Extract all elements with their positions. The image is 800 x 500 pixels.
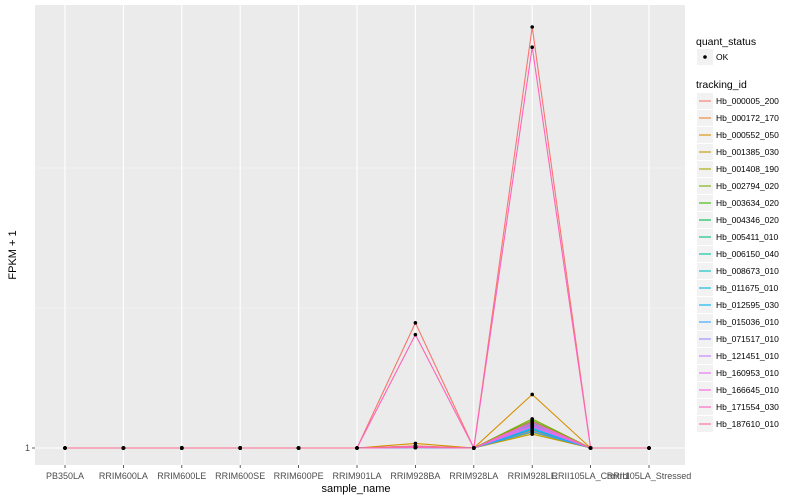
y-axis: 1: [25, 443, 35, 453]
data-point: [413, 332, 418, 337]
x-tick-label: RRIM600PE: [274, 471, 324, 481]
legend-label-tracking-id: Hb_000552_050: [716, 130, 779, 140]
data-point: [413, 441, 418, 446]
x-tick-label: RRIM600LE: [157, 471, 206, 481]
legend-label-tracking-id: Hb_012595_030: [716, 300, 779, 310]
series-points: [63, 25, 651, 450]
legend-label-tracking-id: Hb_187610_010: [716, 419, 779, 429]
x-tick-label: RRIM600LA: [99, 471, 148, 481]
y-tick-label: 1: [25, 443, 30, 453]
data-point: [530, 419, 534, 424]
legend-label-tracking-id: Hb_006150_040: [716, 249, 779, 259]
x-axis-title: sample_name: [321, 483, 390, 495]
legend-key-point: [703, 55, 707, 59]
legend-label-quant-status: OK: [716, 52, 729, 62]
data-point: [530, 25, 534, 29]
data-point: [530, 392, 534, 397]
legend-label-tracking-id: Hb_166645_010: [716, 385, 779, 395]
legend-label-tracking-id: Hb_121451_010: [716, 351, 779, 361]
x-tick-label: RRII105LA_Stressed: [607, 471, 692, 481]
data-point: [355, 446, 359, 450]
y-axis-title: FPKM + 1: [7, 230, 19, 279]
data-point: [472, 446, 476, 450]
x-tick-label: PB350LA: [46, 471, 84, 481]
data-point: [63, 446, 67, 450]
legend-title-tracking-id: tracking_id: [696, 79, 747, 91]
data-point: [530, 424, 534, 428]
legend-label-tracking-id: Hb_003634_020: [716, 198, 779, 208]
legend-label-tracking-id: Hb_001385_030: [716, 147, 779, 157]
x-tick-label: RRIM928LA: [449, 471, 498, 481]
legend-label-tracking-id: Hb_004346_020: [716, 215, 779, 225]
data-point: [588, 446, 593, 450]
legend-label-tracking-id: Hb_000005_200: [716, 96, 779, 106]
legend-label-tracking-id: Hb_001408_190: [716, 164, 779, 174]
legend-label-tracking-id: Hb_160953_010: [716, 368, 779, 378]
grid-major: [35, 5, 685, 465]
legend-label-tracking-id: Hb_011675_010: [716, 283, 779, 293]
x-axis: PB350LA RRIM600LA RRIM600LE RRIM600SE RRIM60…: [46, 465, 691, 481]
data-point: [530, 429, 534, 434]
legend-title-quant-status: quant_status: [696, 36, 756, 48]
grid-minor: [35, 167, 685, 309]
data-point: [296, 446, 301, 450]
legend-label-tracking-id: Hb_171554_030: [716, 402, 779, 412]
x-tick-label: RRIM928LE: [508, 471, 557, 481]
legend-label-tracking-id: Hb_005411_010: [716, 232, 779, 242]
x-tick-label: RRIM928BA: [390, 471, 440, 481]
x-tick-label: RRII105LA_Control: [552, 471, 630, 481]
data-point: [180, 446, 184, 450]
legend-label-tracking-id: Hb_000172_170: [716, 113, 779, 123]
data-point: [413, 321, 418, 325]
data-point: [530, 45, 534, 50]
x-tick-label: RRIM600SE: [215, 471, 265, 481]
legend: quant_status OK tracking_id Hb_000005_20…: [696, 36, 779, 432]
x-tick-label: RRIM901LA: [332, 471, 381, 481]
legend-label-tracking-id: Hb_015036_010: [716, 317, 779, 327]
data-point: [238, 446, 242, 450]
data-point: [121, 446, 126, 450]
data-point: [647, 446, 651, 450]
legend-label-tracking-id: Hb_071517_010: [716, 334, 779, 344]
legend-label-tracking-id: Hb_008673_010: [716, 266, 779, 276]
plot-background: [35, 5, 685, 465]
data-point: [413, 444, 418, 449]
point-legend: OK: [697, 49, 729, 65]
color-legend: Hb_000005_200 Hb_000172_170 Hb_000552_050 H…: [697, 93, 779, 432]
legend-label-tracking-id: Hb_002794_020: [716, 181, 779, 191]
